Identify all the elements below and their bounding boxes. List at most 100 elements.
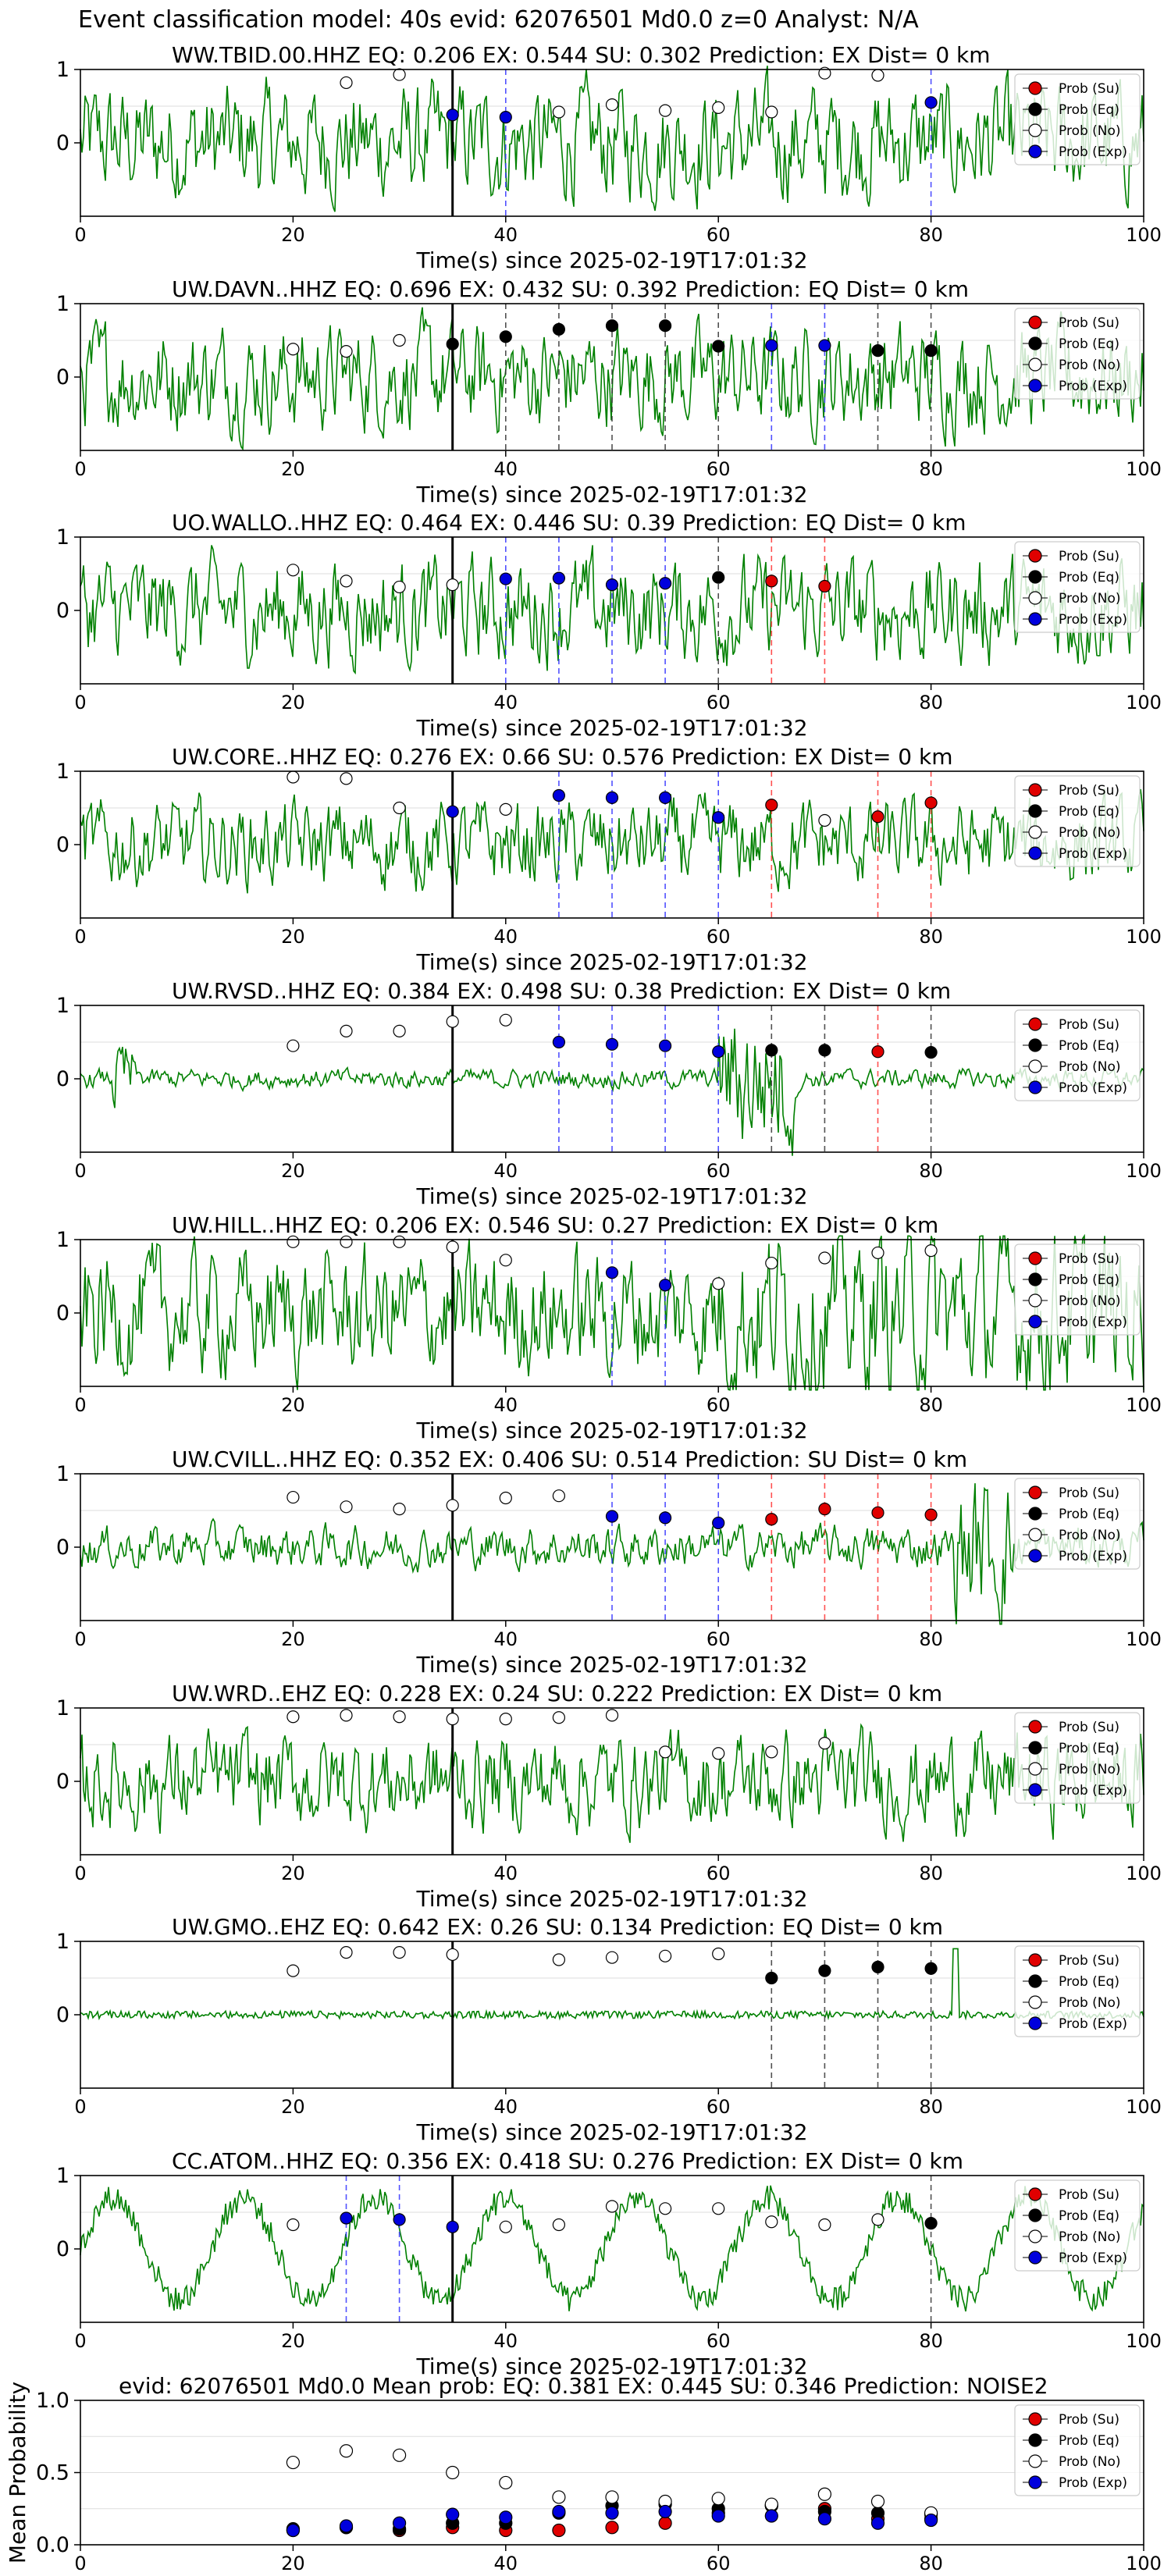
panel-2-prob-point-eq: [712, 340, 725, 353]
panel-3-xtick-label: 40: [494, 692, 518, 713]
panel-9-title: UW.GMO..EHZ EQ: 0.642 EX: 0.26 SU: 0.134…: [172, 1914, 943, 1940]
panel-1-prob-point-no: [552, 105, 566, 119]
panel-4-prob-point-no: [287, 770, 300, 784]
panel-5-prob-point-eq: [924, 1046, 938, 1059]
panel-1-prob-point-exp: [924, 96, 938, 109]
panel-10-ytick-label: 1: [56, 2164, 69, 2188]
panel-9-prob-point-eq: [818, 1964, 831, 1977]
panel-7-prob-point-su: [765, 1513, 778, 1526]
legend-label-exp: Prob (Exp): [1059, 1549, 1127, 1564]
panel-3-ytick-label: 0: [56, 599, 69, 623]
panel-7-xtick-label: 80: [919, 1628, 943, 1650]
panel-1-xtick-label: 60: [707, 224, 731, 246]
panel-7-title: UW.CVILL..HHZ EQ: 0.352 EX: 0.406 SU: 0.…: [172, 1446, 967, 1472]
legend-marker-exp: [1028, 1315, 1042, 1329]
panel-3-prob-point-no: [287, 564, 300, 577]
legend-label-su: Prob (Su): [1059, 549, 1119, 564]
panel-1-prob-point-no: [605, 98, 619, 112]
panel-4-xtick-label: 60: [707, 926, 731, 948]
panel-5-legend-box: [1014, 1009, 1141, 1101]
panel-8-ytick-label: 0: [56, 1770, 69, 1794]
legend-label-no: Prob (No): [1059, 1762, 1121, 1777]
panel-6-xtick-label: 60: [707, 1394, 731, 1416]
panel-9-prob-point-no: [287, 1964, 300, 1977]
legend-marker-exp: [1028, 1549, 1042, 1563]
panel-8-prob-point-no: [287, 1710, 300, 1724]
panel-1-prob-point-no: [340, 76, 353, 90]
legend-label-eq: Prob (Eq): [1059, 1974, 1119, 1990]
panel-8-prob-point-no: [446, 1713, 459, 1726]
legend-marker-su: [1028, 81, 1042, 95]
panel-8-prob-point-no: [658, 1745, 672, 1759]
panel-1-prob-point-exp: [446, 109, 459, 122]
panel-2-prob-point-eq: [552, 322, 566, 336]
legend-label-exp: Prob (Exp): [1059, 1783, 1127, 1799]
panel-9-xlabel: Time(s) since 2025-02-19T17:01:32: [415, 2119, 807, 2145]
panel-1-ytick-label: 0: [56, 131, 69, 155]
mean-point-no: [446, 2465, 460, 2480]
panel-6-prob-point-no: [499, 1254, 512, 1267]
panel-7-prob-point-no: [340, 1500, 353, 1514]
panel-6-prob-point-no: [287, 1235, 300, 1248]
legend-label-su: Prob (Su): [1059, 315, 1119, 331]
mean-point-exp: [870, 2516, 885, 2530]
panel-7-ytick-label: 0: [56, 1535, 69, 1560]
panel-3-prob-point-su: [765, 575, 778, 588]
panel-4-prob-point-no: [340, 772, 353, 785]
panel-5-ytick-label: 0: [56, 1067, 69, 1091]
legend-label-su: Prob (Su): [1059, 1017, 1119, 1033]
panel-11-ytick-label: 0.5: [36, 2461, 69, 2485]
panel-3-xlabel: Time(s) since 2025-02-19T17:01:32: [415, 715, 807, 741]
panel-7-xtick-label: 0: [74, 1628, 86, 1650]
mean-point-exp: [393, 2516, 407, 2530]
panel-5-xtick-label: 60: [707, 1160, 731, 1182]
panel-9-legend-box: [1014, 1945, 1141, 2037]
legend-marker-su: [1028, 1485, 1042, 1500]
panel-5-xlabel: Time(s) since 2025-02-19T17:01:32: [415, 1183, 807, 1209]
panel-1-legend-box: [1014, 73, 1141, 165]
figure-suptitle: Event classification model: 40s evid: 62…: [78, 6, 919, 34]
panel-2-xtick-label: 60: [707, 458, 731, 480]
panel-2-ytick-label: 1: [56, 292, 69, 316]
panel-2-prob-point-eq: [605, 319, 619, 333]
panel-2-prob-point-no: [393, 333, 406, 347]
panel-8-legend-box: [1014, 1712, 1141, 1804]
panel-1-xtick-label: 20: [281, 224, 305, 246]
panel-6-waveform: [80, 1233, 1144, 1391]
panel-1-prob-point-no: [712, 101, 725, 114]
panel-7-prob-point-exp: [658, 1511, 672, 1525]
panel-10-prob-point-no: [871, 2213, 884, 2226]
panel-11-xtick-label: 40: [494, 2553, 518, 2574]
legend-label-su: Prob (Su): [1059, 2187, 1119, 2203]
legend-marker-no: [1028, 1528, 1042, 1542]
panel-8-xtick-label: 20: [281, 1863, 305, 1884]
legend-label-eq: Prob (Eq): [1059, 1038, 1119, 1054]
panel-10-prob-point-exp: [446, 2220, 459, 2233]
mean-point-no: [393, 2448, 407, 2462]
mean-point-su: [605, 2521, 619, 2535]
panel-4-prob-point-exp: [605, 791, 619, 804]
panel-6-xtick-label: 20: [281, 1394, 305, 1416]
legend-marker-eq: [1028, 1974, 1042, 1988]
panel-9-prob-point-eq: [871, 1960, 884, 1973]
panel-9-prob-point-no: [552, 1953, 566, 1966]
panel-11-ytick-label: 0.0: [36, 2533, 69, 2557]
legend-label-no: Prob (No): [1059, 123, 1121, 139]
panel-8-prob-point-no: [393, 1710, 406, 1724]
panel-3-xtick-label: 60: [707, 692, 731, 713]
panel-5-prob-point-no: [499, 1013, 512, 1026]
panel-2-prob-point-eq: [871, 344, 884, 358]
panel-3-prob-point-exp: [552, 571, 566, 585]
legend-label-no: Prob (No): [1059, 825, 1121, 841]
mean-point-exp: [924, 2513, 938, 2528]
panel-3-ytick-label: 1: [56, 525, 69, 550]
panel-6-prob-point-no: [712, 1277, 725, 1290]
panel-1-xlabel: Time(s) since 2025-02-19T17:01:32: [415, 247, 807, 273]
panel-4-ytick-label: 1: [56, 760, 69, 784]
panel-7-prob-point-no: [287, 1490, 300, 1504]
legend-label-exp: Prob (Exp): [1059, 846, 1127, 862]
panel-4-prob-point-no: [818, 813, 831, 827]
panel-2-prob-point-exp: [818, 339, 831, 352]
panel-6-prob-point-no: [924, 1244, 938, 1258]
panel-11-legend-box: [1014, 2404, 1141, 2496]
